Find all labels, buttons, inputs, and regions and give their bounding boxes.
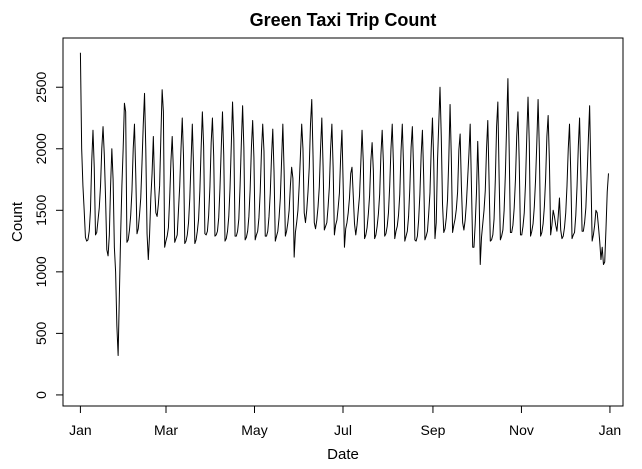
y-tick-label: 0 bbox=[33, 391, 49, 399]
y-tick-label: 2500 bbox=[33, 71, 49, 102]
series-line bbox=[79, 52, 609, 357]
y-tick-label: 500 bbox=[33, 321, 49, 345]
x-tick-label: Jul bbox=[334, 422, 352, 438]
x-axis-label: Date bbox=[327, 446, 359, 463]
x-tick-label: Jan bbox=[69, 422, 92, 438]
y-tick-label: 1000 bbox=[33, 256, 49, 287]
x-tick-label: Nov bbox=[509, 422, 534, 438]
y-tick-label: 1500 bbox=[33, 195, 49, 226]
x-tick-label: Mar bbox=[154, 422, 178, 438]
x-tick-label: May bbox=[241, 422, 267, 438]
x-axis: Jan Mar May Jul Sep Nov Jan bbox=[69, 406, 621, 438]
x-tick-label: Jan bbox=[599, 422, 622, 438]
chart-title: Green Taxi Trip Count bbox=[250, 10, 437, 30]
y-axis: 0 500 1000 1500 2000 2500 bbox=[33, 71, 63, 399]
x-tick-label: Sep bbox=[420, 422, 445, 438]
y-tick-label: 2000 bbox=[33, 133, 49, 164]
y-axis-label: Count bbox=[9, 201, 26, 242]
